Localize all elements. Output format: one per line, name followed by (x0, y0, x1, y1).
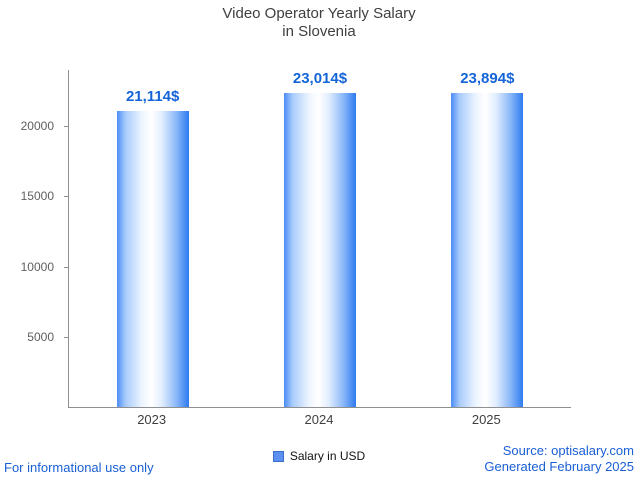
y-tick-mark (64, 196, 69, 198)
bar-column: 21,114$ (116, 70, 189, 407)
y-tick-label: 15000 (20, 189, 54, 204)
bar (116, 111, 189, 407)
generated-text: Generated February 2025 (484, 459, 634, 474)
x-axis-labels: 2023 2024 2025 (68, 412, 570, 427)
y-axis: 5000 10000 15000 20000 (0, 70, 62, 407)
plot-area: 21,114$ 23,014$ 23,894$ (64, 70, 571, 408)
x-axis-label: 2025 (471, 412, 501, 427)
bar-value-label: 23,014$ (292, 70, 348, 87)
bar (283, 93, 356, 407)
bar-column: 23,014$ (283, 70, 356, 407)
chart-subtitle: in Slovenia (282, 23, 356, 40)
y-tick-mark (64, 126, 69, 128)
y-tick-mark (64, 266, 69, 268)
y-tick-label: 5000 (27, 329, 54, 344)
y-tick-mark (64, 336, 69, 338)
chart-title-block: Video Operator Yearly Salary in Slovenia (0, 5, 638, 41)
source-block: Source: optisalary.com Generated Februar… (484, 443, 634, 475)
bars-container: 21,114$ 23,014$ 23,894$ (69, 70, 571, 407)
bar (451, 93, 524, 407)
y-tick-label: 20000 (20, 119, 54, 134)
legend: Salary in USD (0, 449, 638, 463)
y-tick-label: 10000 (20, 259, 54, 274)
chart-title: Video Operator Yearly Salary (222, 5, 416, 22)
x-axis-label: 2024 (304, 412, 334, 427)
x-axis-label: 2023 (137, 412, 167, 427)
legend-swatch-icon (272, 450, 284, 462)
bar-column: 23,894$ (451, 70, 524, 407)
bar-value-label: 21,114$ (125, 88, 180, 105)
disclaimer-text: For informational use only (4, 460, 154, 475)
bar-value-label: 23,894$ (460, 70, 515, 87)
source-text: Source: optisalary.com (502, 443, 634, 458)
legend-label: Salary in USD (289, 449, 366, 463)
